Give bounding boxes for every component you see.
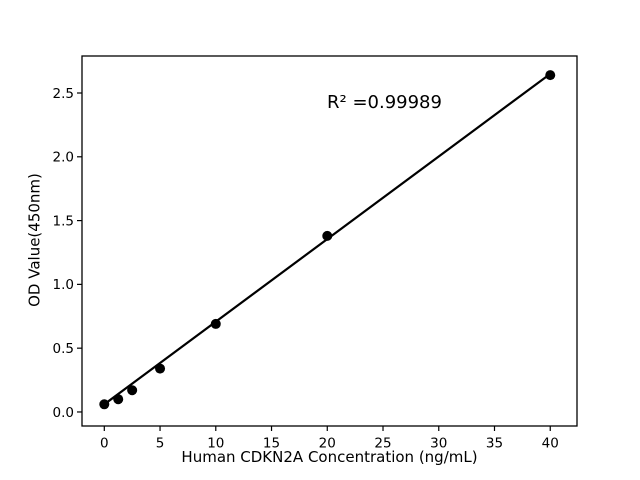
x-axis-tick-label: 40 (542, 436, 559, 452)
x-axis-tick-label: 20 (319, 436, 336, 452)
x-axis-tick-label: 0 (100, 436, 109, 452)
data-point (210, 318, 221, 329)
data-point (545, 70, 556, 81)
y-axis-label: OD Value(450nm) (25, 173, 44, 307)
y-axis-tick-label: 1.0 (53, 277, 74, 293)
plot-border (81, 55, 578, 427)
y-axis-tick-label: 0.5 (53, 341, 74, 357)
y-axis-tick-label: 0.0 (53, 405, 74, 421)
data-point (322, 230, 333, 241)
y-axis-tick-label: 2.5 (53, 86, 74, 102)
data-point (155, 363, 166, 374)
x-axis-tick-label: 35 (486, 436, 503, 452)
r-squared-annotation: R² =0.99989 (327, 92, 442, 113)
data-point (127, 385, 138, 396)
x-axis-tick-label: 10 (207, 436, 224, 452)
x-axis-tick-label: 5 (156, 436, 165, 452)
y-axis-tick-label: 1.5 (53, 213, 74, 229)
data-point (99, 399, 110, 410)
x-axis-label: Human CDKN2A Concentration (ng/mL) (181, 448, 478, 466)
x-axis-tick-label: 15 (263, 436, 280, 452)
x-axis-tick-label: 30 (430, 436, 447, 452)
data-point (113, 394, 124, 405)
x-axis-tick-label: 25 (374, 436, 391, 452)
y-axis-tick-label: 2.0 (53, 150, 74, 166)
